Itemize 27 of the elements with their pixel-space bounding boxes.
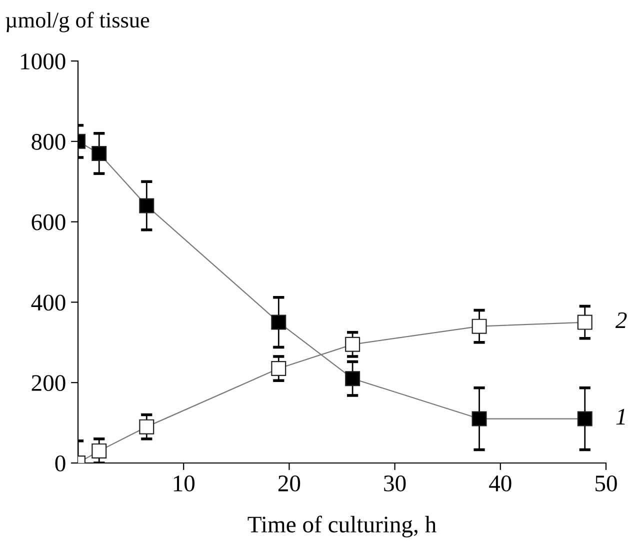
x-axis-title: Time of culturing, h — [248, 516, 436, 538]
x-tick-label: 10 — [174, 475, 195, 492]
y-axis-title: µmol/g of tissue — [6, 12, 150, 32]
x-tick-label: 40 — [489, 475, 512, 492]
point — [271, 361, 286, 376]
point — [139, 419, 154, 434]
series-label: 2 — [615, 312, 627, 328]
y-tick-label: 800 — [32, 134, 66, 150]
point — [577, 314, 592, 330]
x-tick-label: 20 — [278, 475, 300, 492]
point — [271, 314, 286, 330]
y-tick-label: 0 — [55, 455, 66, 472]
x-tick-label: 30 — [384, 475, 406, 492]
y-tick-label: 200 — [32, 375, 66, 392]
y-tick-label: 400 — [31, 294, 66, 311]
point — [345, 336, 360, 352]
point — [345, 371, 360, 386]
series-label: 1 — [616, 408, 625, 424]
point — [472, 318, 487, 334]
x-tick-label: 50 — [596, 475, 617, 492]
point — [92, 443, 107, 458]
point — [472, 411, 487, 426]
y-tick-label: 1000 — [21, 53, 66, 70]
y-tick-label: 600 — [32, 214, 66, 230]
point — [577, 411, 592, 426]
point — [139, 198, 154, 214]
point — [92, 146, 107, 161]
